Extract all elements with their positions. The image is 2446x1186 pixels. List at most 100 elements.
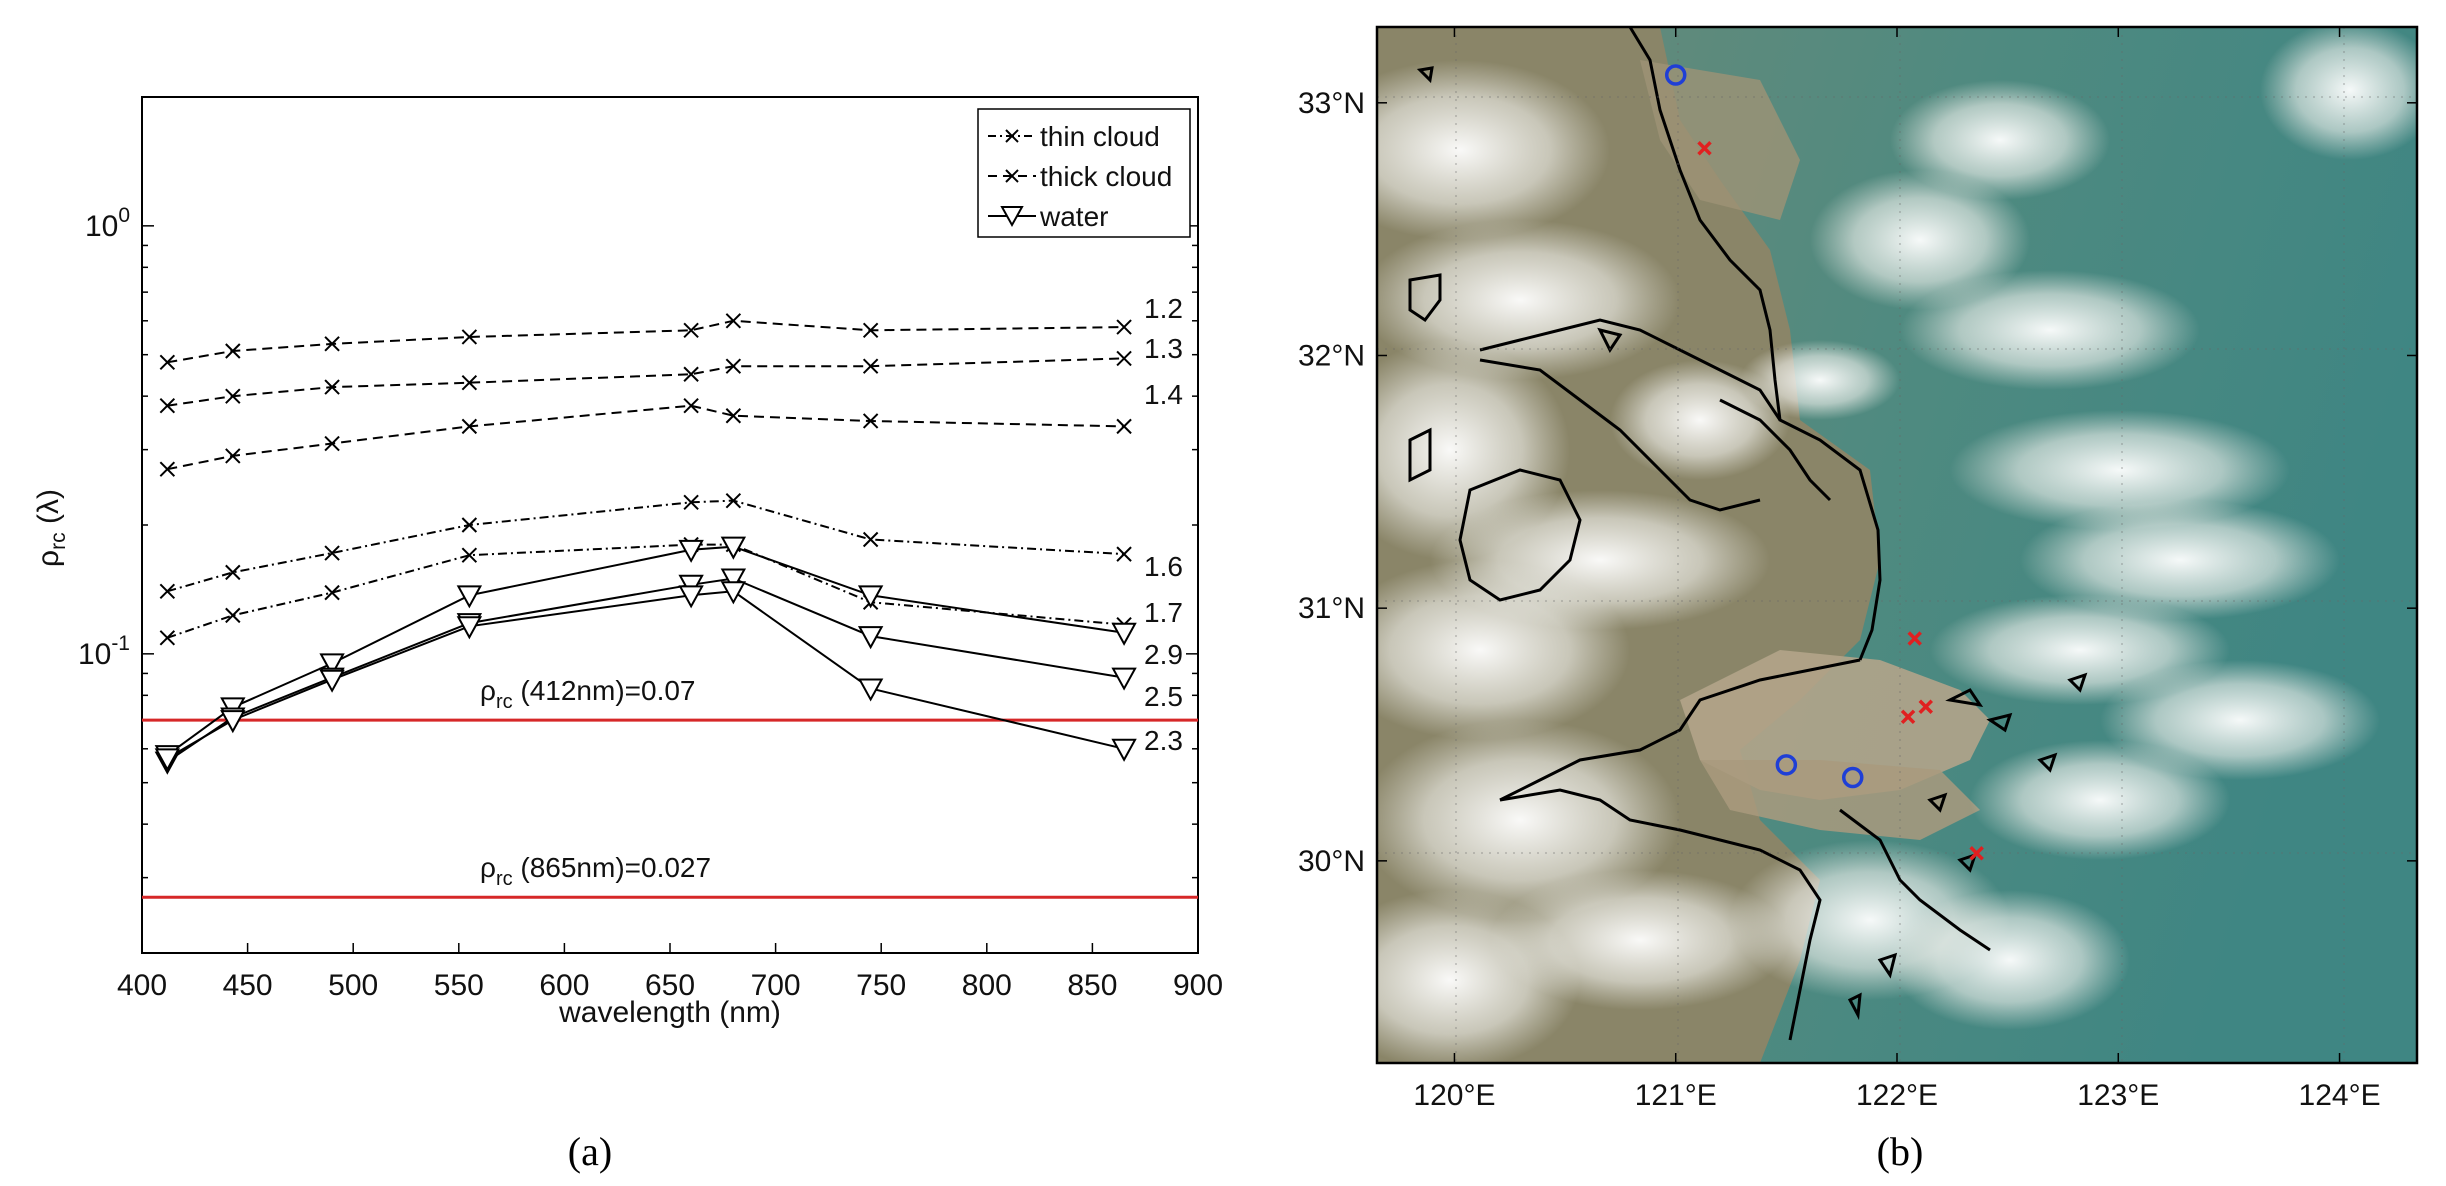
data-point-x	[159, 630, 176, 646]
legend-marker-thick-cloud	[1005, 169, 1019, 183]
data-point-triangle	[857, 626, 884, 650]
data-point-x	[683, 494, 699, 510]
data-point-triangle	[220, 710, 246, 734]
data-point-x	[1116, 418, 1132, 435]
y-axis: 100 10-1	[78, 96, 1198, 954]
series-label: 1.7	[1144, 597, 1183, 628]
reference-line-label: ρrc (412nm)=0.07	[480, 675, 696, 713]
series-label: 2.9	[1144, 639, 1183, 670]
data-point-triangle	[154, 748, 181, 772]
lon-tick-label: 123°E	[2077, 1079, 2159, 1112]
series-line	[166, 577, 1125, 763]
x-tick-label: 600	[539, 969, 589, 1002]
series-thick-cloud	[159, 350, 1132, 414]
data-point-x	[725, 408, 742, 424]
data-point-triangle	[720, 536, 747, 560]
data-point-triangle	[678, 539, 704, 563]
data-point-x	[159, 583, 176, 600]
coastline	[1408, 27, 2088, 1041]
data-point-x	[324, 379, 340, 395]
legend-entry-water: water	[1039, 201, 1108, 232]
data-point-x	[862, 531, 879, 548]
turbid-water-north	[1640, 60, 1800, 220]
data-point-x	[683, 366, 699, 382]
data-point-x	[225, 343, 241, 359]
site-marker-circle	[1775, 754, 1798, 776]
site-marker-cross	[1697, 141, 1712, 156]
legend-marker-water	[1000, 206, 1024, 228]
data-point-x	[324, 336, 340, 352]
data-point-triangle	[1111, 667, 1137, 691]
site-marker-cross	[1969, 846, 1984, 861]
data-point-x	[1116, 350, 1132, 367]
x-axis-label: wavelength (nm)	[558, 996, 781, 1029]
data-point-x	[725, 358, 742, 374]
series-label: 1.4	[1144, 379, 1183, 410]
panel-label-a: (a)	[568, 1129, 612, 1174]
site-marker-cross	[1918, 699, 1934, 714]
data-point-x	[225, 388, 241, 404]
legend-entry-thin-cloud: thin cloud	[1040, 121, 1160, 152]
data-point-triangle	[319, 653, 345, 677]
x-tick-label: 500	[328, 969, 378, 1002]
lon-tick-label: 120°E	[1413, 1079, 1495, 1112]
data-point-x	[1116, 546, 1132, 562]
data-point-x	[324, 435, 340, 452]
latitude-axis: 30°N 31°N 32°N 33°N	[1298, 87, 2417, 878]
turbid-water-bay	[1700, 760, 1980, 840]
reference-line-label: ρrc (865nm)=0.027	[480, 852, 711, 890]
series-label: 2.5	[1144, 681, 1183, 712]
y-axis-label: ρrc (λ)	[32, 489, 70, 567]
data-point-x	[225, 607, 241, 624]
data-point-x	[862, 413, 879, 429]
x-tick-label: 850	[1067, 969, 1117, 1002]
data-point-x	[725, 313, 742, 329]
series-line	[167, 319, 1125, 364]
data-point-x	[862, 358, 879, 374]
x-tick-label: 400	[117, 969, 167, 1002]
plot-area	[141, 96, 1199, 954]
series-line	[166, 590, 1125, 760]
y-axis-label-rho: ρ	[32, 550, 65, 567]
data-point-triangle	[857, 585, 884, 609]
map-panel-b: 120°E 121°E 122°E 123°E 124°E 30°N 31°N 32°N 33…	[1298, 25, 2419, 1174]
series-line	[166, 543, 1125, 639]
data-point-triangle	[456, 585, 483, 609]
series-thick-cloud	[159, 313, 1132, 370]
series-line	[167, 357, 1125, 407]
data-point-x	[324, 584, 340, 601]
lon-tick-label: 122°E	[1856, 1079, 1938, 1112]
legend-entry-thick-cloud: thick cloud	[1040, 161, 1172, 192]
longitude-axis: 120°E 121°E 122°E 123°E 124°E	[1413, 27, 2381, 1112]
graticule	[1377, 27, 2417, 1063]
data-point-triangle	[720, 581, 747, 605]
x-tick-label: 550	[434, 969, 484, 1002]
x-tick-label: 900	[1173, 969, 1223, 1002]
chart-panel-a: 400 450 500 550 600 650 700 750 800 850 900 100 10-…	[32, 96, 1223, 1174]
data-point-x	[225, 564, 241, 581]
x-tick-label: 450	[223, 969, 273, 1002]
series-water	[154, 581, 1137, 772]
data-point-triangle	[857, 678, 884, 702]
x-tick-label: 800	[962, 969, 1012, 1002]
x-axis: 400 450 500 550 600 650 700 750 800 850 900	[117, 943, 1223, 1002]
y-axis-label-sub: rc	[47, 532, 70, 550]
reference-lines: ρrc (412nm)=0.07 ρrc (865nm)=0.027	[142, 675, 1198, 899]
data-point-x	[461, 329, 478, 345]
lat-tick-label: 31°N	[1298, 592, 1365, 625]
data-point-triangle	[456, 616, 483, 640]
site-marker-cross	[1907, 631, 1922, 646]
lat-tick-label: 30°N	[1298, 845, 1365, 878]
site-marker-circle	[1664, 64, 1687, 86]
data-point-x	[862, 322, 879, 339]
y-tick-label: 10-1	[78, 632, 130, 671]
series-line	[167, 499, 1125, 593]
svg-text:ρrc (λ): ρrc (λ)	[32, 489, 70, 567]
y-axis-label-suffix: (λ)	[32, 489, 65, 532]
series-label: 1.3	[1144, 333, 1183, 364]
site-marker-circle	[1841, 766, 1864, 789]
data-point-x	[461, 517, 478, 533]
site-markers	[1664, 64, 1984, 861]
x-tick-label: 750	[856, 969, 906, 1002]
series-label: 1.6	[1144, 551, 1183, 582]
